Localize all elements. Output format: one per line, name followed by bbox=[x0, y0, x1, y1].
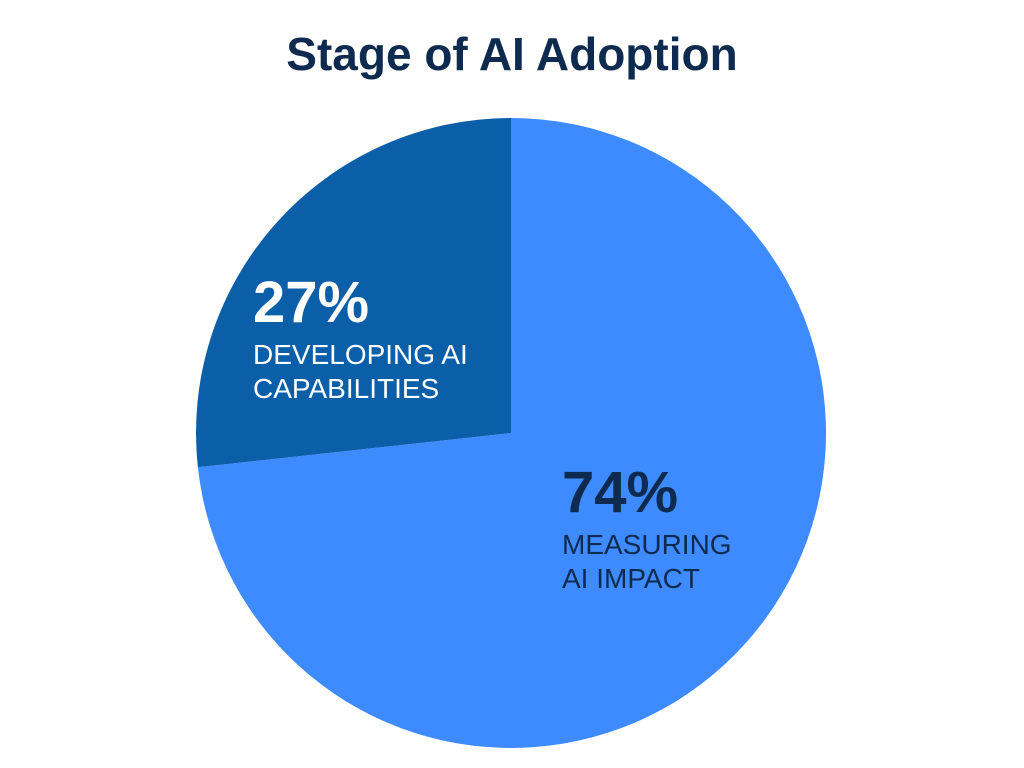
slice-category-label-1-line-2: AI IMPACT bbox=[562, 563, 700, 594]
slice-value-label-2: 27% bbox=[253, 270, 369, 335]
slice-value-label-1: 74% bbox=[562, 460, 678, 525]
pie-slice-2 bbox=[195, 118, 511, 468]
slice-category-label-2-line-2: CAPABILITIES bbox=[253, 373, 439, 404]
chart-title: Stage of AI Adoption bbox=[286, 28, 738, 80]
pie-slices bbox=[195, 118, 826, 749]
slice-category-label-1-line-1: MEASURING bbox=[562, 529, 732, 560]
slice-category-label-2-line-1: DEVELOPING AI bbox=[253, 339, 468, 370]
pie-slice-1 bbox=[197, 118, 826, 749]
